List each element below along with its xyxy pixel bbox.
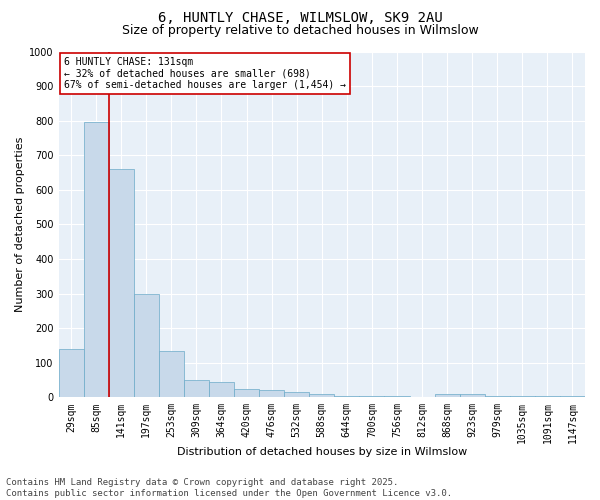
X-axis label: Distribution of detached houses by size in Wilmslow: Distribution of detached houses by size … — [176, 448, 467, 458]
Bar — [460, 394, 485, 398]
Bar — [434, 394, 460, 398]
Bar — [284, 392, 309, 398]
Bar — [560, 396, 585, 398]
Bar — [510, 396, 535, 398]
Bar — [209, 382, 234, 398]
Text: Size of property relative to detached houses in Wilmslow: Size of property relative to detached ho… — [122, 24, 478, 37]
Bar — [334, 396, 359, 398]
Bar — [59, 349, 83, 398]
Text: 6 HUNTLY CHASE: 131sqm
← 32% of detached houses are smaller (698)
67% of semi-de: 6 HUNTLY CHASE: 131sqm ← 32% of detached… — [64, 56, 346, 90]
Bar — [309, 394, 334, 398]
Bar — [535, 396, 560, 398]
Bar — [359, 396, 385, 398]
Text: Contains HM Land Registry data © Crown copyright and database right 2025.
Contai: Contains HM Land Registry data © Crown c… — [6, 478, 452, 498]
Bar — [184, 380, 209, 398]
Y-axis label: Number of detached properties: Number of detached properties — [15, 136, 25, 312]
Bar — [159, 350, 184, 398]
Bar — [259, 390, 284, 398]
Bar — [134, 294, 159, 398]
Bar — [83, 122, 109, 398]
Text: 6, HUNTLY CHASE, WILMSLOW, SK9 2AU: 6, HUNTLY CHASE, WILMSLOW, SK9 2AU — [158, 11, 442, 25]
Bar — [234, 388, 259, 398]
Bar — [485, 396, 510, 398]
Bar — [385, 396, 410, 398]
Bar — [109, 169, 134, 398]
